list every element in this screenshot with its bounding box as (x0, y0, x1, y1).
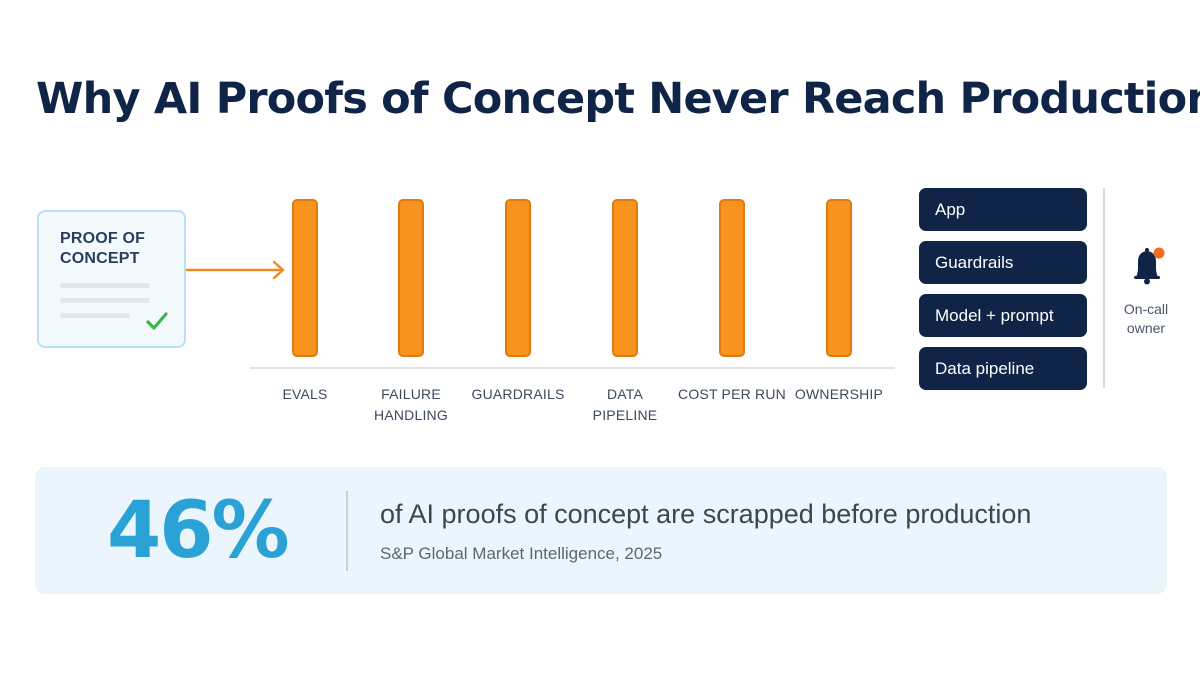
page-title: Why AI Proofs of Concept Never Reach Pro… (36, 74, 1200, 124)
hurdle-pillar (398, 199, 424, 357)
hurdle-label: COST PER RUN (678, 386, 786, 402)
stat-description: of AI proofs of concept are scrapped bef… (380, 499, 1032, 529)
stack-layer-model-prompt: Model + prompt (919, 294, 1087, 337)
proof-of-concept-label: PROOF OF CONCEPT (60, 230, 146, 267)
hurdle-pillar (719, 199, 745, 357)
stack-layer-data-pipeline: Data pipeline (919, 347, 1087, 390)
arrow-right-icon (186, 260, 285, 280)
hurdle-pillar (612, 199, 638, 357)
proof-of-concept-card: PROOF OF CONCEPT (37, 210, 186, 348)
hurdle-label: OWNERSHIP (794, 386, 884, 402)
bell-icon (1134, 247, 1165, 285)
stat-panel: 46% of AI proofs of concept are scrapped… (35, 467, 1167, 594)
text-placeholder-line (60, 313, 130, 318)
on-call-owner-label: On-call owner (1123, 301, 1169, 336)
stack-divider (1103, 188, 1105, 388)
hurdle-label: GUARDRAILS (471, 386, 565, 402)
stack-layer-guardrails: Guardrails (919, 241, 1087, 284)
check-icon (146, 312, 168, 330)
text-placeholder-line (60, 298, 150, 303)
hurdle-pillar (505, 199, 531, 357)
hurdle-pillar (826, 199, 852, 357)
stat-value: 46% (107, 486, 290, 576)
hurdle-pillar (292, 199, 318, 357)
baseline (250, 367, 895, 369)
text-placeholder-line (60, 283, 150, 288)
hurdle-label: FAILURE HANDLING (374, 386, 448, 423)
hurdle-label: DATA PIPELINE (592, 386, 658, 423)
stack-layer-app: App (919, 188, 1087, 231)
stat-source: S&P Global Market Intelligence, 2025 (380, 544, 663, 563)
stat-divider (346, 491, 348, 571)
hurdles-chart: EVALS FAILURE HANDLING GUARDRAILS DATA PIPE… (250, 190, 895, 430)
hurdle-label: EVALS (282, 386, 328, 402)
